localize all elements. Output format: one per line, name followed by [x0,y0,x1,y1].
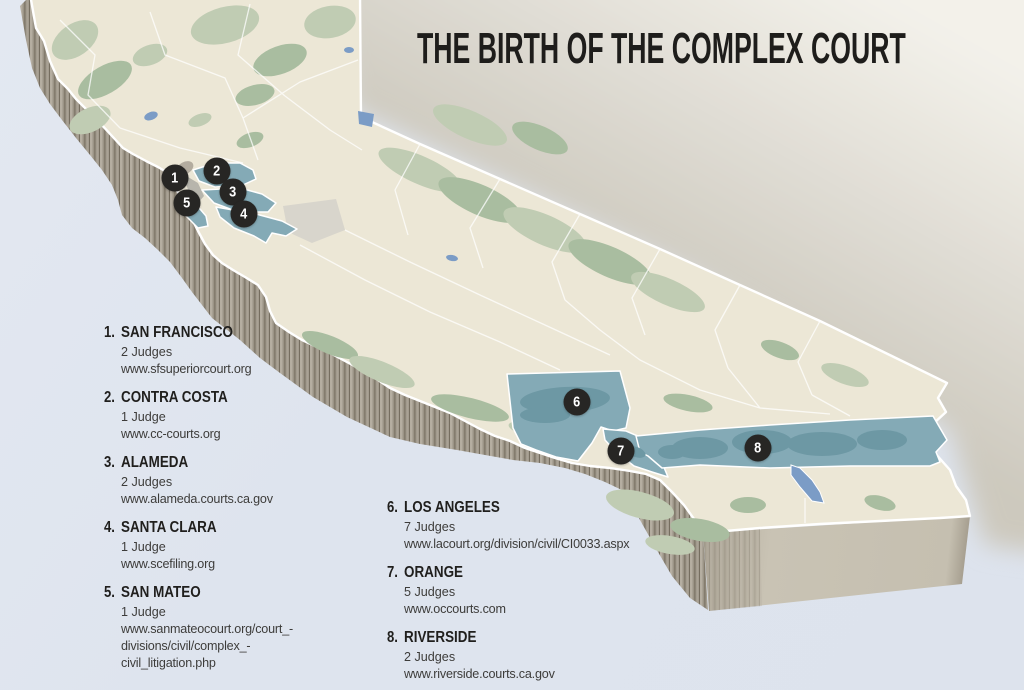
legend-judges: 1 Judge [121,605,166,619]
legend-item-orange: 7. ORANGE 5 Judges www.occourts.com [387,564,687,618]
salton-sea [790,464,825,504]
lake-tahoe [358,111,374,127]
legend-counties-6-8: 6. LOS ANGELES 7 Judges www.lacourt.org/… [387,499,687,690]
map-marker-8: 8 [744,434,772,462]
legend-county-name: SANTA CLARA [121,519,217,536]
legend-county-name: CONTRA COSTA [121,389,228,406]
map-marker-6: 6 [563,388,591,416]
map-marker-1: 1 [161,164,189,192]
legend-number: 2. [104,389,115,406]
legend-county-name: SAN FRANCISCO [121,324,234,341]
legend-judges: 1 Judge [121,540,166,554]
legend-number: 4. [104,519,115,536]
legend-county-name: LOS ANGELES [404,499,500,516]
small-lake-central [446,254,458,262]
legend-county-name: SAN MATEO [121,584,201,601]
legend-number: 5. [104,584,115,601]
legend-url: www.cc-courts.org [121,427,221,441]
legend-url: www.scefiling.org [121,557,215,571]
bay-water [186,177,204,203]
legend-number: 6. [387,499,398,516]
legend-item-san-francisco: 1. SAN FRANCISCO 2 Judges www.sfsuperior… [104,324,334,378]
legend-item-alameda: 3. ALAMEDA 2 Judges www.alameda.courts.c… [104,454,334,508]
forest-patches [51,5,896,555]
legend-judges: 5 Judges [404,585,456,599]
legend-county-name: ALAMEDA [121,454,189,471]
coast-cliff-wall [20,0,708,610]
legend-url: www.occourts.com [404,602,506,616]
legend-counties-1-5: 1. SAN FRANCISCO 2 Judges www.sfsuperior… [104,324,334,683]
small-lake-north [344,47,354,53]
legend-url: www.lacourt.org/division/civil/CI0033.as… [404,537,630,551]
map-marker-2: 2 [203,157,231,185]
legend-number: 7. [387,564,398,581]
legend-number: 3. [104,454,115,471]
clear-lake [144,111,158,121]
map-marker-5: 5 [173,189,201,217]
legend-number: 8. [387,629,398,646]
south-cliff-face-edge [703,529,762,611]
south-cliff-face [703,516,970,611]
legend-judges: 7 Judges [404,520,456,534]
legend-item-los-angeles: 6. LOS ANGELES 7 Judges www.lacourt.org/… [387,499,687,553]
legend-item-contra-costa: 2. CONTRA COSTA 1 Judge www.cc-courts.or… [104,389,334,443]
page-title: THE BIRTH OF THE COMPLEX COURT [417,24,906,73]
map-marker-4: 4 [230,200,258,228]
legend-item-santa-clara: 4. SANTA CLARA 1 Judge www.scefiling.org [104,519,334,573]
legend-url: www.sanmateocourt.org/court_- divisions/… [121,622,293,670]
legend-item-san-mateo: 5. SAN MATEO 1 Judge www.sanmateocourt.o… [104,584,334,672]
legend-item-riverside: 8. RIVERSIDE 2 Judges www.riverside.cour… [387,629,687,683]
legend-judges: 1 Judge [121,410,166,424]
delta-gray-patch [283,199,345,243]
legend-url: www.riverside.courts.ca.gov [404,667,555,681]
map-marker-7: 7 [607,437,635,465]
legend-judges: 2 Judges [121,475,173,489]
legend-url: www.sfsuperiorcourt.org [121,362,252,376]
legend-url: www.alameda.courts.ca.gov [121,492,273,506]
legend-judges: 2 Judges [404,650,456,664]
legend-number: 1. [104,324,115,341]
legend-judges: 2 Judges [121,345,173,359]
lakes [144,47,825,504]
legend-county-name: RIVERSIDE [404,629,477,646]
legend-county-name: ORANGE [404,564,463,581]
